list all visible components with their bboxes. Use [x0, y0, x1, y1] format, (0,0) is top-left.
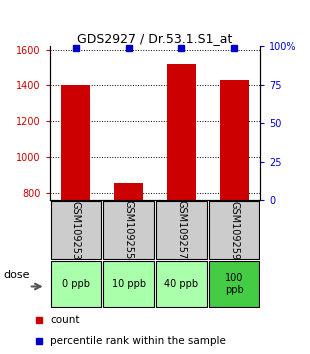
Bar — [103, 201, 154, 259]
Text: GSM109257: GSM109257 — [176, 200, 186, 260]
Text: count: count — [50, 315, 79, 325]
Bar — [51, 261, 101, 307]
Bar — [61, 85, 91, 200]
Bar — [114, 183, 143, 200]
Text: 40 ppb: 40 ppb — [164, 279, 198, 289]
Text: GSM109253: GSM109253 — [71, 200, 81, 260]
Text: 10 ppb: 10 ppb — [112, 279, 146, 289]
Text: GSM109259: GSM109259 — [229, 200, 239, 260]
Text: dose: dose — [3, 270, 29, 280]
Title: GDS2927 / Dr.53.1.S1_at: GDS2927 / Dr.53.1.S1_at — [77, 32, 233, 45]
Bar — [209, 201, 259, 259]
Text: percentile rank within the sample: percentile rank within the sample — [50, 336, 226, 346]
Bar — [103, 261, 154, 307]
Text: GSM109255: GSM109255 — [124, 200, 134, 260]
Bar — [209, 261, 259, 307]
Bar — [51, 201, 101, 259]
Text: 0 ppb: 0 ppb — [62, 279, 90, 289]
Bar — [167, 64, 196, 200]
Bar — [156, 201, 207, 259]
Bar — [219, 80, 249, 200]
Text: 100
ppb: 100 ppb — [225, 273, 243, 295]
Bar — [156, 261, 207, 307]
